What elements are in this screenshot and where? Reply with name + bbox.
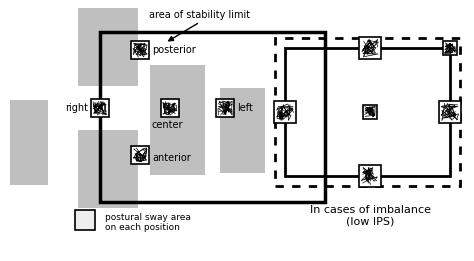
Text: posterior: posterior bbox=[152, 45, 196, 55]
Bar bbox=[150, 65, 205, 175]
Bar bbox=[443, 41, 457, 55]
Bar bbox=[216, 99, 234, 117]
Bar bbox=[131, 41, 149, 59]
Bar bbox=[75, 210, 95, 230]
Bar bbox=[359, 165, 381, 187]
Text: right: right bbox=[65, 103, 88, 113]
Bar bbox=[439, 101, 461, 123]
Text: postural sway area
on each position: postural sway area on each position bbox=[105, 213, 191, 232]
Bar bbox=[274, 101, 296, 123]
Text: anterior: anterior bbox=[152, 153, 191, 163]
Bar bbox=[220, 88, 265, 173]
Bar bbox=[78, 8, 138, 86]
Bar bbox=[78, 130, 138, 208]
Text: In cases of imbalance
(low IPS): In cases of imbalance (low IPS) bbox=[310, 205, 430, 227]
Bar bbox=[91, 99, 109, 117]
Bar bbox=[10, 100, 48, 185]
Bar bbox=[359, 37, 381, 59]
Text: area of stability limit: area of stability limit bbox=[149, 10, 251, 20]
Bar bbox=[363, 105, 377, 119]
Bar bbox=[100, 32, 325, 202]
Bar bbox=[161, 99, 179, 117]
Text: center: center bbox=[152, 120, 183, 130]
Bar bbox=[275, 38, 460, 186]
Bar bbox=[131, 146, 149, 164]
Text: left: left bbox=[237, 103, 253, 113]
Bar bbox=[285, 48, 450, 176]
